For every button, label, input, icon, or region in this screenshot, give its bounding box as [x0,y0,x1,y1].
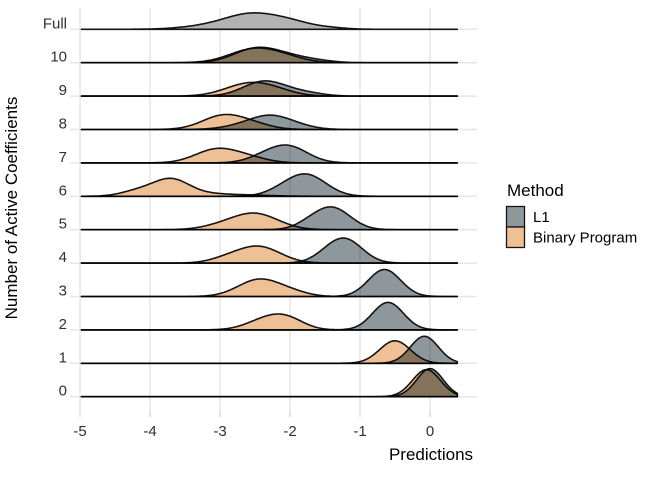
ridge-row [80,46,459,64]
y-tick-label: 6 [59,182,67,199]
ridge-row [80,144,459,164]
y-tick-label: 1 [59,349,67,366]
ridge-row [80,173,459,198]
density-curve-l1 [80,173,459,198]
legend-title: Method [507,181,564,200]
ridge-layer [80,12,459,398]
density-curve-binary-program [80,368,459,398]
ridge-row [80,113,459,131]
x-tick-label: -3 [213,423,226,440]
ridge-row [80,12,459,31]
y-tick-label: 3 [59,283,67,300]
ridge-row [80,335,459,365]
x-tick-label: 0 [426,423,434,440]
x-tick-label: -5 [73,423,86,440]
y-axis-title: Number of Active Coefficients [2,97,21,320]
ridge-row [80,80,459,97]
legend-swatch-l1 [505,205,526,228]
x-tick-label: -2 [283,423,296,440]
y-tick-label: 10 [50,49,67,66]
density-curve-binary-program [80,212,459,231]
y-tick-label: 2 [59,316,67,333]
legend-label: L1 [533,209,550,226]
density-curve-l1 [80,301,459,331]
ridge-row [80,301,459,331]
ridge-row [80,237,459,264]
density-curve-binary-program [80,245,459,264]
density-curve-l1 [80,46,459,64]
legend-swatch-binary-program [505,226,526,249]
legend-label: Binary Program [533,230,637,247]
y-tick-label: 8 [59,116,67,133]
density-curve-l1 [80,367,459,398]
density-curve-l1 [80,144,459,164]
density-curve-l1 [80,237,459,264]
ridge-row [80,268,459,298]
y-tick-label: 0 [59,383,67,400]
ridge-row [80,367,459,398]
density-curve-l1 [80,114,459,131]
y-tick-label: Full [43,15,67,32]
density-curve-l1 [80,335,459,365]
legend-entries: L1 Binary Program [505,205,637,249]
x-tick-label: -4 [143,423,156,440]
y-tick-label: 5 [59,216,67,233]
x-axis-title: Predictions [389,445,473,464]
y-tick-label: 9 [59,82,67,99]
density-curve-full [80,12,459,31]
ridge-row [80,206,459,231]
legend: Method L1 Binary Program [505,181,637,249]
x-tick-label: -1 [353,423,366,440]
axis-layer: Number of Active Coefficients Prediction… [2,15,473,464]
y-tick-label: 7 [59,149,67,166]
density-curve-l1 [80,268,459,298]
density-curve-l1 [80,206,459,231]
density-curve-l1 [80,80,459,97]
y-tick-label: 4 [59,249,67,266]
